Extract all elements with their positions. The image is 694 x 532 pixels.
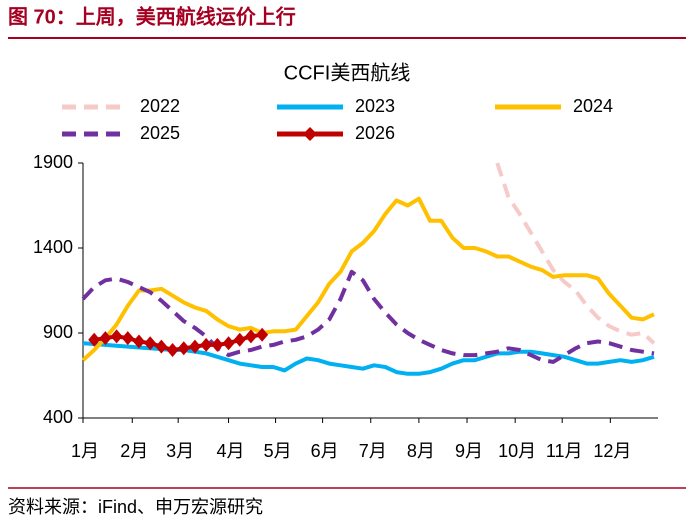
chart-title: CCFI美西航线	[284, 61, 411, 84]
source: 资料来源：iFind、申万宏源研究	[8, 497, 263, 517]
marker	[233, 332, 246, 347]
x-tick-label: 10月	[498, 441, 536, 461]
series-line	[495, 162, 656, 345]
x-tick-label: 5月	[264, 441, 292, 461]
marker	[188, 339, 201, 354]
x-tick-label: 2月	[120, 441, 148, 461]
x-tick-label: 6月	[311, 441, 339, 461]
marker	[99, 331, 112, 346]
x-tick-label: 1月	[71, 441, 99, 461]
marker	[256, 327, 269, 342]
marker	[200, 337, 213, 352]
x-tick-label: 12月	[593, 441, 631, 461]
x-tick-label: 11月	[546, 441, 583, 461]
series-line	[81, 269, 655, 364]
x-tick-label: 3月	[166, 441, 194, 461]
marker	[121, 331, 134, 346]
series-line	[93, 332, 263, 352]
marker	[177, 341, 190, 356]
marker	[244, 329, 257, 344]
y-tick-label: 400	[43, 407, 73, 427]
legend-label: 2023	[355, 96, 395, 116]
x-tick-label: 7月	[359, 441, 387, 461]
y-tick-label: 1400	[33, 237, 73, 257]
y-tick-label: 1900	[33, 152, 73, 172]
marker	[144, 336, 157, 351]
marker	[155, 339, 168, 354]
marker	[211, 337, 224, 352]
marker	[132, 334, 145, 349]
header-title: 图 70：上周，美西航线运价上行	[8, 4, 296, 28]
series-line	[81, 196, 655, 362]
legend-label: 2022	[140, 96, 180, 116]
legend-label: 2024	[573, 96, 613, 116]
legend-label: 2025	[140, 123, 180, 143]
y-tick-label: 900	[43, 322, 73, 342]
x-tick-label: 8月	[407, 441, 435, 461]
marker	[88, 332, 101, 347]
legend-marker	[303, 127, 317, 141]
marker	[222, 336, 235, 351]
plot: 400 900 1400 1900 1月 2月 3月 4月 5月 6月 7月 8月 9月 10月 11月 12…	[33, 96, 658, 461]
x-tick-label: 4月	[217, 441, 245, 461]
legend-label: 2026	[355, 123, 395, 143]
x-tick-label: 9月	[455, 441, 483, 461]
marker	[110, 329, 123, 344]
marker	[166, 343, 179, 357]
